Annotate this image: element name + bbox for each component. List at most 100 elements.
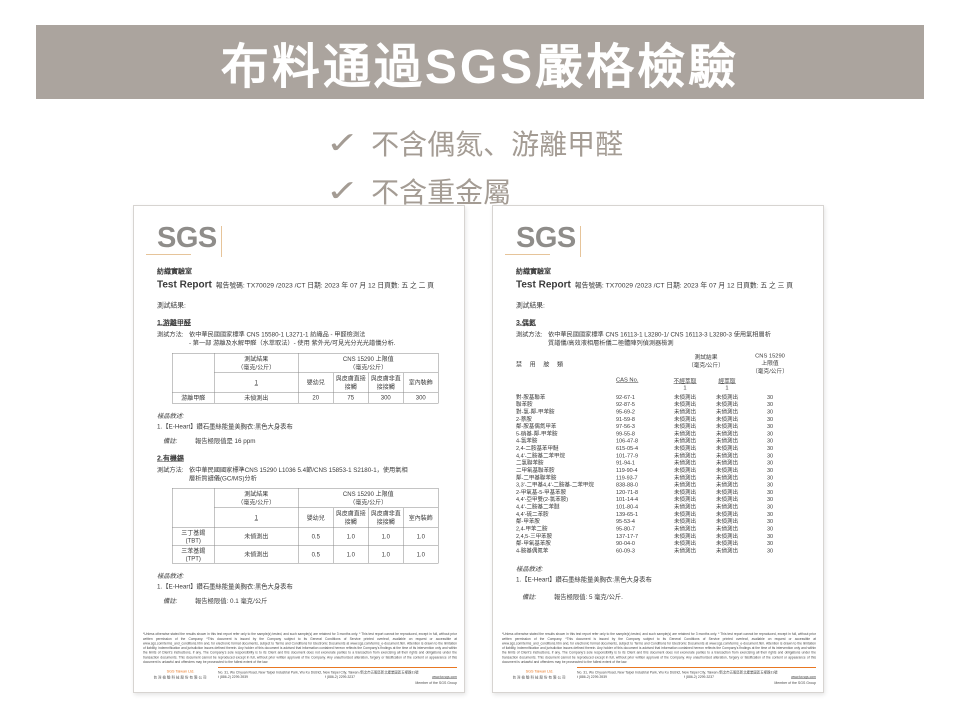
- result-unit: （毫克/公斤）: [687, 362, 725, 369]
- table-row: 三丁基錫 (TBT) 未偵測出 0.5 1.0 1.0 1.0: [172, 527, 439, 546]
- amine-result-no-extract: 未偵測出: [674, 445, 696, 452]
- amine-limit: 30: [766, 423, 774, 430]
- amine-limit: 30: [766, 518, 774, 525]
- method-label: 測試方法:: [157, 466, 184, 474]
- table-corner-cell: [172, 352, 215, 393]
- title-banner: 布料通過SGS嚴格檢驗: [36, 25, 924, 99]
- result-header: 測試結果 （毫克/公斤）: [664, 353, 748, 375]
- amine-result-extract: 未偵測出: [716, 511, 738, 518]
- spacer: [516, 377, 616, 385]
- limit-unit: （毫克/公斤）: [349, 499, 388, 507]
- footer-address-block: No. 31, Wu Chyuan Road, New Taipei Indus…: [577, 667, 816, 680]
- amine-cas-number: 101-77-9: [616, 452, 639, 459]
- amine-result-extract: 未偵測出: [716, 482, 738, 489]
- limit-value: 1.0: [333, 527, 369, 546]
- amine-result-no-extract: 未偵測出: [674, 482, 696, 489]
- sample-description: 1.【E-Heart】鑽石墨絲能量美胸衣:黑色大身表布: [516, 576, 652, 584]
- footer-contact-block: SGS Taiwan Ltd. 台灣檢驗科技股份有限公司 No. 31, Wu …: [502, 667, 816, 680]
- limit-value: 300: [403, 391, 439, 404]
- amine-limit: 30: [766, 467, 774, 474]
- disclaimer-line: Attention is drawn to the limitation of …: [143, 641, 457, 664]
- amine-result-no-extract: 未偵測出: [674, 540, 696, 547]
- disclaimer-text: *Unless otherwise stated the results sho…: [502, 632, 816, 664]
- lab-name: 紡織實驗室: [157, 267, 192, 275]
- col-header: 與皮膚非直接接觸: [368, 372, 404, 393]
- note-row: 備註: 報告極限值是 16 ppm: [157, 435, 449, 445]
- amine-name: 4,4'-二胺基二苯甲烷: [516, 452, 566, 459]
- amine-result-no-extract: 未偵測出: [674, 452, 696, 459]
- disclaimer-line: *This document is issued by the Company …: [502, 637, 816, 646]
- limit-value: 1.0: [368, 527, 404, 546]
- amine-limit: 30: [766, 482, 774, 489]
- contact-line: t (886-2) 2299-3939 f (886-2) 2299-3237 …: [218, 676, 457, 680]
- test-method: 測試方法: 依中華民國國家標準 CNS 15580-1 L3271-1 紡織品 …: [157, 331, 449, 348]
- spacer: [616, 385, 664, 391]
- results-label: 測試結果:: [516, 301, 545, 310]
- fax: f (886-2) 2299-3237: [325, 675, 356, 680]
- method-line: 依中華民國國家標準 CNS 16113-1 L3280-1/ CNS 16113…: [548, 331, 771, 338]
- amine-result-no-extract: 未偵測出: [674, 394, 696, 401]
- limit-header-cell: CNS 15290 上限值 （毫克/公斤）: [298, 488, 439, 509]
- report-meta: 報告號碼: TX70029 /2023 /CT 日期: 2023 年 07 月 …: [574, 281, 794, 290]
- amine-header-row2: CAS No. 不經萃取 經萃取: [516, 377, 808, 385]
- limit-header: CNS 15290 上限值: [342, 490, 394, 498]
- table-row: 4,4'-硫二苯胺 139-65-1 未偵測出 未偵測出 30: [516, 511, 808, 518]
- amine-cas-number: 119-90-4: [616, 467, 638, 474]
- substance-name: 三苯基錫 (TPT): [172, 545, 215, 564]
- limit-unit: （毫克/公斤）: [349, 363, 388, 371]
- amine-result-no-extract: 未偵測出: [674, 504, 696, 511]
- col-header: 與皮膚直接接觸: [333, 372, 369, 393]
- contact-line: t (886-2) 2299-3939 f (886-2) 2299-3237 …: [577, 676, 816, 680]
- amine-limit: 30: [766, 540, 774, 547]
- website-link: www.tw.sgs.com: [432, 675, 457, 680]
- amine-result-extract: 未偵測出: [716, 394, 738, 401]
- amine-name: 4-氯苯胺: [516, 438, 538, 445]
- amine-limit: 30: [766, 401, 774, 408]
- amine-cas-number: 90-04-0: [616, 540, 635, 547]
- amine-name: 5-硝基-鄰-甲苯胺: [516, 430, 558, 437]
- table-row: 對-氯-鄰-甲苯胺 95-69-2 未偵測出 未偵測出 30: [516, 408, 808, 415]
- report-title: Test Report: [157, 279, 212, 290]
- sample-label: 樣品敘述:: [516, 565, 543, 573]
- banned-amines-table-body: 對-胺基聯苯 92-67-1 未偵測出 未偵測出 30 聯苯胺 92-87-5 …: [516, 394, 808, 555]
- amine-cas-number: 60-09-3: [616, 547, 635, 554]
- test-result: 未偵測出: [214, 391, 299, 404]
- amine-result-extract: 未偵測出: [716, 496, 738, 503]
- limit-header-text2: 上限值: [761, 360, 779, 367]
- table-row: 聯苯胺 92-87-5 未偵測出 未偵測出 30: [516, 401, 808, 408]
- amine-name: 鄰-甲氧基苯胺: [516, 540, 551, 547]
- amine-name: 2,4-甲苯二胺: [516, 525, 548, 532]
- note-text: 報告極限值: 5 毫克/公斤.: [554, 593, 623, 601]
- phone: t (886-2) 2299-3939: [218, 675, 249, 680]
- extract-col-header: 經萃取: [718, 378, 736, 385]
- table-row: 2,4-甲苯二胺 95-80-7 未偵測出 未偵測出 30: [516, 525, 808, 532]
- address-line: No. 31, Wu Chyuan Road, New Taipei Indus…: [577, 671, 778, 675]
- checkmark-icon: ✓: [325, 174, 360, 208]
- limit-value: 300: [368, 391, 404, 404]
- amine-name: 鄰-胺基偶氮甲苯: [516, 423, 557, 430]
- amine-limit: 30: [766, 533, 774, 540]
- company-name: SGS Taiwan Ltd.: [166, 669, 195, 674]
- amine-result-no-extract: 未偵測出: [674, 430, 696, 437]
- amine-header-row1: 禁 用 胺 類 測試結果 （毫克/公斤） CNS 15290 上限值 （毫克/公…: [516, 353, 808, 375]
- table-row: 對-胺基聯苯 92-67-1 未偵測出 未偵測出 30: [516, 394, 808, 401]
- phone: t (886-2) 2299-3939: [577, 675, 608, 680]
- amine-result-extract: 未偵測出: [716, 423, 738, 430]
- sample-label: 樣品敘述:: [157, 412, 184, 420]
- limit-header: CNS 15290 上限值 （毫克/公斤）: [748, 353, 792, 375]
- test-method: 測試方法: 依中華民國國家標準 CNS 16113-1 L3280-1/ CNS…: [516, 331, 808, 348]
- amine-limit: 30: [766, 496, 774, 503]
- amine-name: 4,4'-亞甲雙(2-氯苯胺): [516, 496, 569, 503]
- test-result: 未偵測出: [214, 527, 299, 546]
- amine-result-extract: 未偵測出: [716, 438, 738, 445]
- company-name: SGS Taiwan Ltd.: [525, 669, 554, 674]
- amine-result-no-extract: 未偵測出: [674, 408, 696, 415]
- amine-cas-number: 95-69-2: [616, 408, 635, 415]
- spacer: [616, 353, 664, 375]
- section-heading-organotin: 2.有機錫: [157, 453, 184, 462]
- test-result: 未偵測出: [214, 545, 299, 564]
- amine-result-extract: 未偵測出: [716, 401, 738, 408]
- table-row: 4-胺基偶氮苯 60-09-3 未偵測出 未偵測出 30: [516, 547, 808, 554]
- result-header: 測試結果: [244, 355, 269, 363]
- amine-result-extract: 未偵測出: [716, 452, 738, 459]
